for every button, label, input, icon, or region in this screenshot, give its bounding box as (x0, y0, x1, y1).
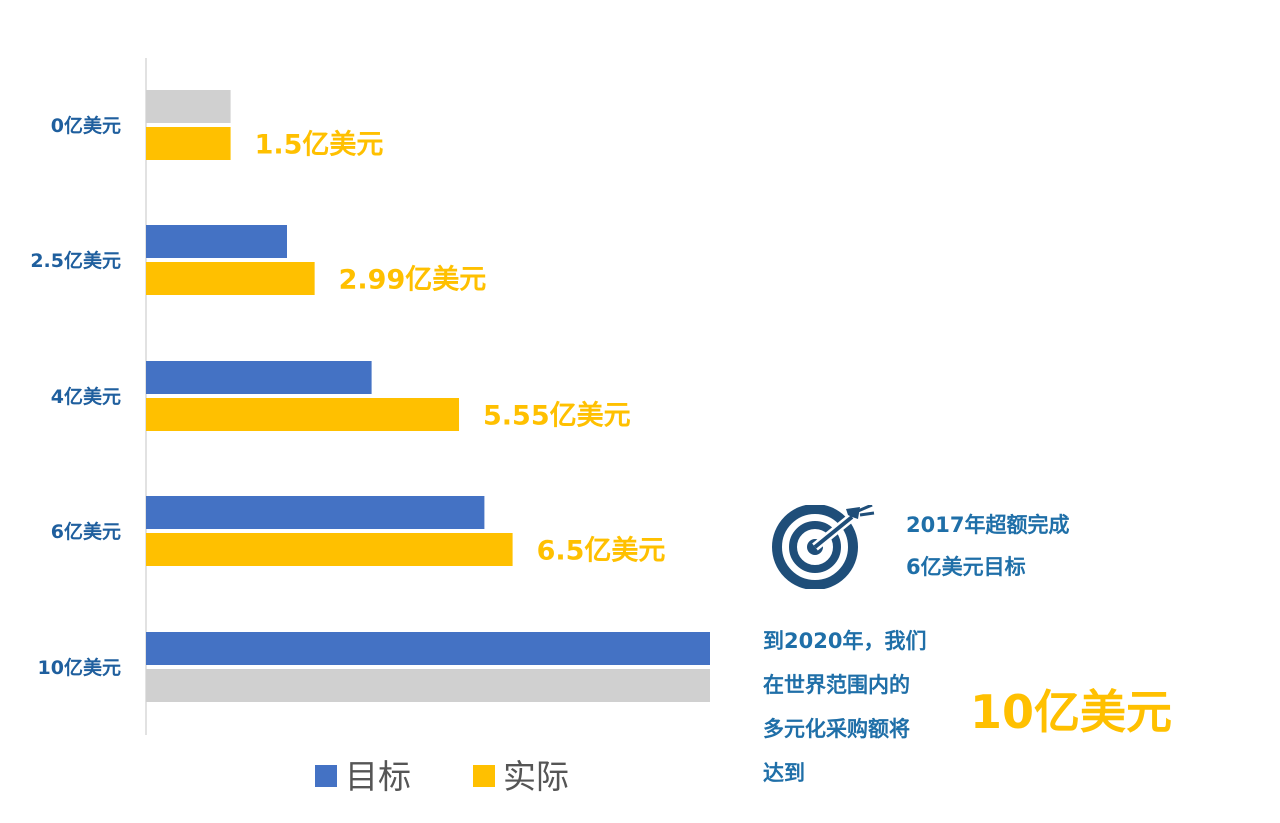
actual-data-label: 5.55亿美元 (483, 400, 631, 432)
legend-swatch-actual (473, 765, 495, 787)
note-2020-line-4: 达到 (763, 761, 805, 785)
actual-bar (146, 262, 315, 295)
actual-bar (146, 533, 513, 566)
actual-data-label: 2.99亿美元 (339, 264, 487, 296)
actual-bar-placeholder (146, 669, 710, 702)
actual-bar (146, 398, 460, 431)
category-label: 10亿美元 (38, 656, 121, 679)
note-2020-amount: 10亿美元 (970, 685, 1173, 739)
category-label: 4亿美元 (51, 385, 121, 408)
target-bar (146, 361, 372, 394)
actual-bar (146, 127, 231, 160)
actual-data-label: 1.5亿美元 (255, 129, 384, 161)
note-2017-line-2: 6亿美元目标 (906, 555, 1026, 579)
target-icon (760, 503, 876, 593)
legend-label-target: 目标 (345, 757, 411, 796)
target-bar (146, 632, 710, 665)
legend-label-actual: 实际 (503, 757, 569, 796)
target-bar (146, 496, 485, 529)
note-2017-line-1: 2017年超额完成 (906, 513, 1070, 537)
category-label: 2.5亿美元 (30, 249, 121, 272)
actual-data-label: 6.5亿美元 (537, 535, 666, 567)
category-label: 6亿美元 (51, 520, 121, 543)
note-2020-line-2: 在世界范围内的 (763, 673, 910, 697)
legend-swatch-target (315, 765, 337, 787)
category-label: 0亿美元 (51, 114, 121, 137)
note-2020-line-1: 到2020年，我们 (763, 629, 927, 653)
target-bar (146, 225, 287, 258)
note-2020-line-3: 多元化采购额将 (763, 717, 910, 741)
target-bar-placeholder (146, 90, 231, 123)
